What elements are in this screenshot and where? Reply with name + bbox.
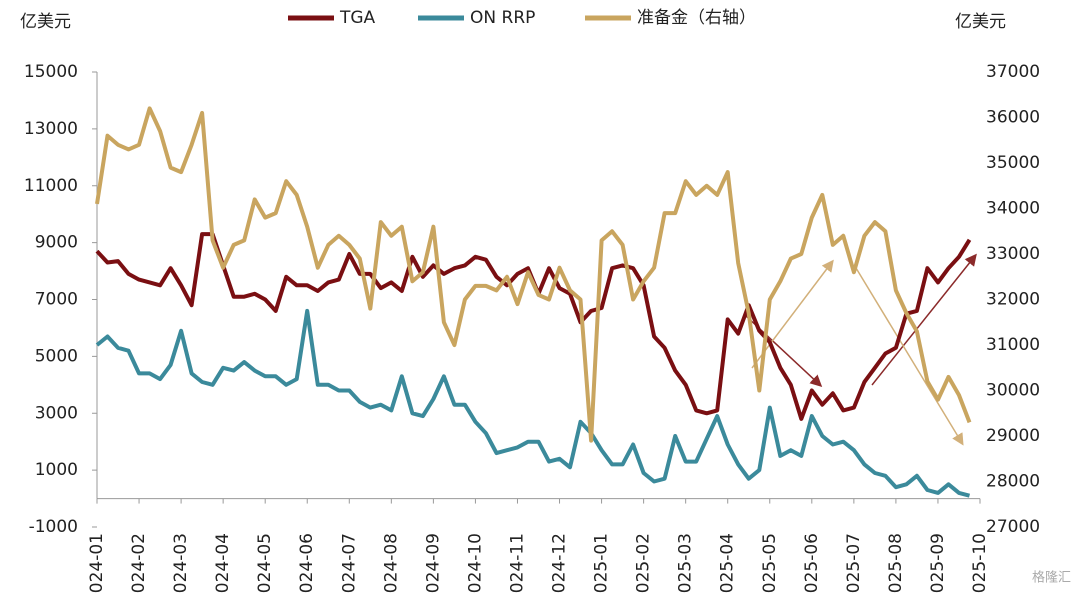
y-tick-label: 7000: [35, 290, 78, 310]
y2-tick-label: 35000: [986, 153, 1040, 173]
watermark: 格隆汇: [1032, 570, 1071, 586]
x-tick-label: 2024-10: [465, 533, 485, 594]
x-tick-label: 2025-04: [718, 533, 738, 594]
x-tick-label: 2024-01: [87, 533, 107, 594]
legend-label: 准备金（右轴）: [637, 8, 756, 28]
y2-tick-label: 31000: [986, 335, 1040, 355]
x-tick-label: 2024-06: [297, 533, 317, 594]
series-line: [95, 106, 972, 443]
y2-axis-label: 亿美元: [955, 12, 1006, 32]
y2-tick-label: 29000: [986, 426, 1040, 446]
series-line: [95, 308, 971, 498]
x-tick-label: 2024-02: [129, 533, 149, 594]
x-tick-label: 2024-08: [381, 533, 401, 594]
x-tick-label: 2024-05: [255, 533, 275, 594]
x-tick-label: 2025-03: [676, 533, 696, 594]
y2-tick-label: 30000: [986, 381, 1040, 401]
y2-tick-label: 37000: [986, 62, 1040, 82]
arrow: [855, 267, 964, 446]
y-tick-label: 5000: [35, 346, 78, 366]
y2-tick-label: 27000: [986, 517, 1040, 537]
x-tick-label: 2025-06: [802, 533, 822, 594]
y-axis-label: 亿美元: [20, 12, 71, 32]
y2-tick-label: 33000: [986, 244, 1040, 264]
y-tick-label: 9000: [35, 233, 78, 253]
x-tick-label: 2025-01: [592, 533, 612, 594]
x-tick-label: 2025-07: [844, 533, 864, 594]
x-tick-label: 2024-11: [507, 533, 527, 594]
x-tick-label: 2024-04: [213, 533, 233, 594]
x-tick-label: 2025-10: [970, 533, 990, 594]
legend-label: ON RRP: [470, 8, 535, 28]
x-tick-label: 2025-05: [760, 533, 780, 594]
x-tick-label: 2024-03: [171, 533, 191, 594]
y2-tick-label: 28000: [986, 472, 1040, 492]
y-tick-label: 15000: [24, 62, 78, 82]
y-tick-label: 3000: [35, 403, 78, 423]
y2-tick-label: 34000: [986, 199, 1040, 219]
x-tick-label: 2024-09: [423, 533, 443, 594]
y-tick-label: 1000: [35, 460, 78, 480]
y-tick-label: 13000: [24, 119, 78, 139]
y-tick-label: 11000: [24, 176, 78, 196]
x-tick-label: 2025-09: [928, 533, 948, 594]
legend-label: TGA: [339, 8, 376, 28]
x-tick-label: 2025-08: [886, 533, 906, 594]
y2-tick-label: 32000: [986, 290, 1040, 310]
x-tick-label: 2024-12: [550, 533, 570, 594]
arrow: [871, 253, 977, 386]
y-tick-label: -1000: [29, 517, 78, 537]
x-tick-label: 2024-07: [339, 533, 359, 594]
x-tick-label: 2025-02: [634, 533, 654, 594]
y2-tick-label: 36000: [986, 108, 1040, 128]
